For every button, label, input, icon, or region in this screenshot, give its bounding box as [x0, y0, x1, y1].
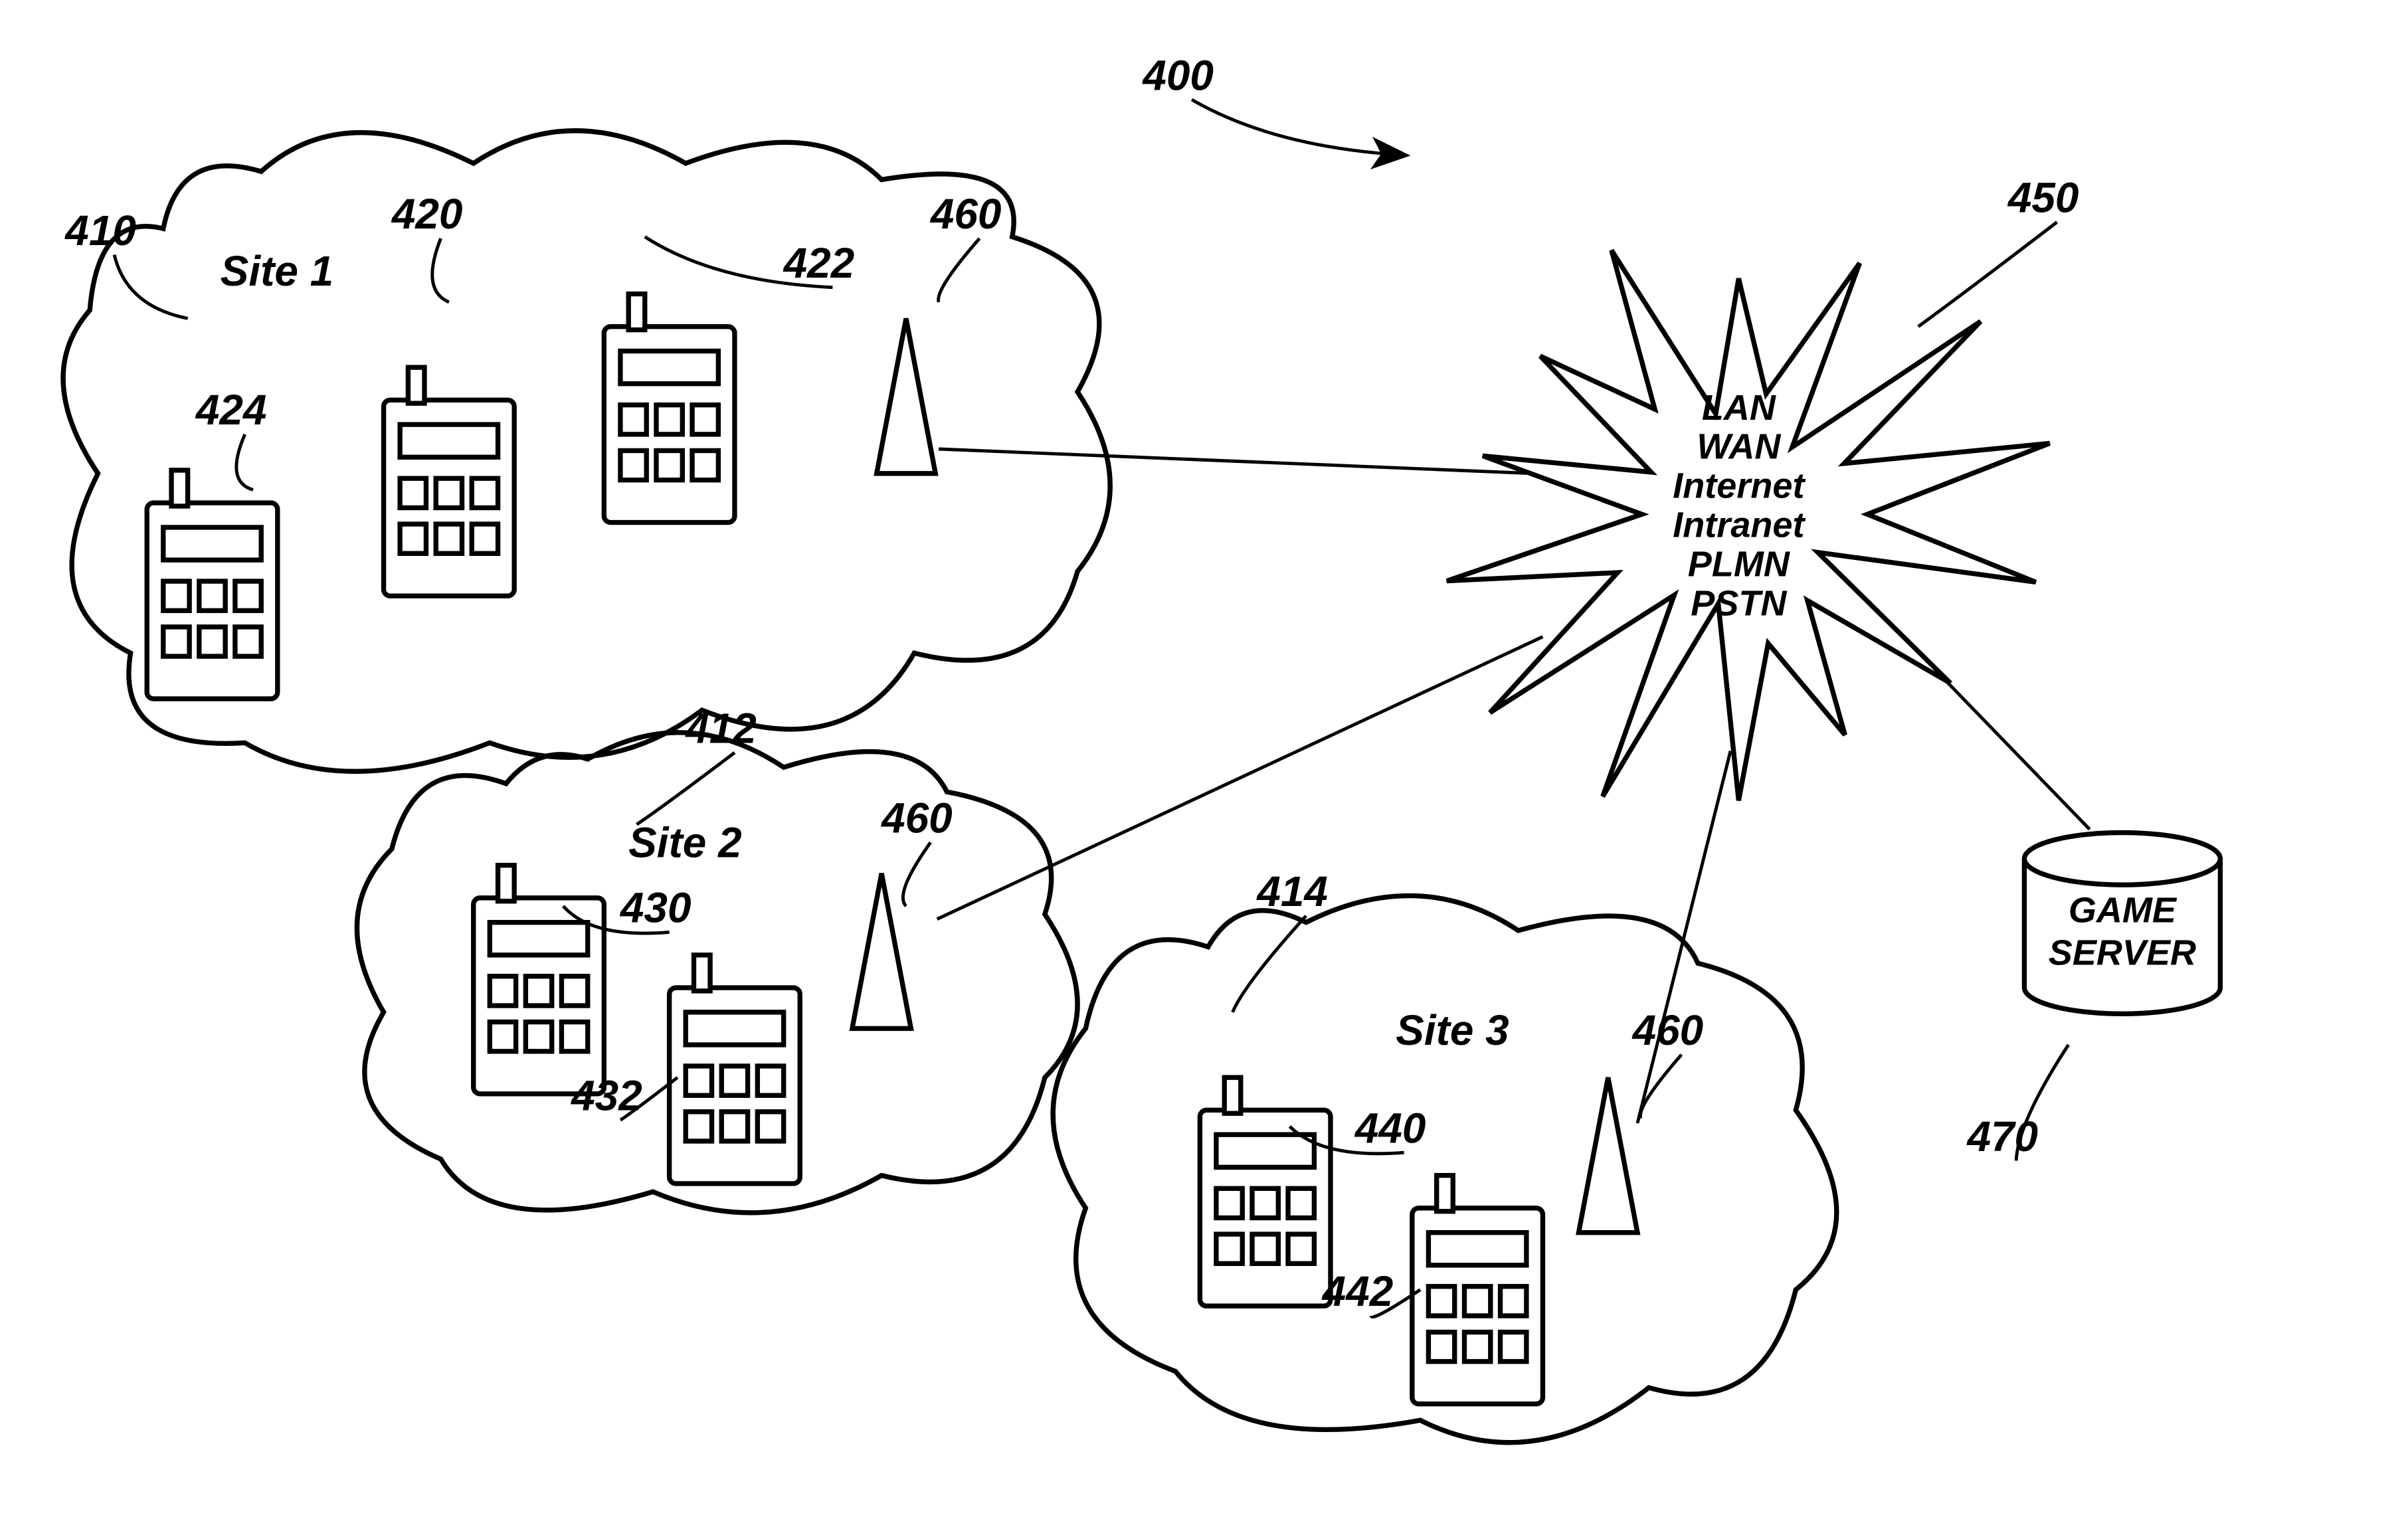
reference-cloud_ref: 450	[1918, 174, 2079, 327]
reference-server_ref: 470	[1966, 1045, 2068, 1160]
svg-text:460: 460	[1631, 1006, 1704, 1054]
svg-text:412: 412	[684, 704, 757, 752]
link-line	[937, 637, 1543, 919]
svg-text:460: 460	[929, 190, 1002, 238]
link-line	[1637, 751, 1730, 1123]
server-label: SERVER	[2049, 933, 2196, 973]
reference-site3_ref: 414	[1233, 867, 1328, 1012]
reference-dev_420: 420	[391, 190, 463, 302]
svg-text:414: 414	[1255, 867, 1328, 915]
link-line	[939, 449, 1534, 474]
svg-text:410: 410	[64, 207, 136, 254]
reference-tower1: 460	[929, 190, 1002, 302]
mobile-device-icon	[670, 955, 800, 1184]
svg-text:424: 424	[195, 386, 267, 434]
svg-text:430: 430	[619, 884, 692, 932]
network-type-label: Internet	[1673, 466, 1806, 506]
svg-text:422: 422	[783, 239, 855, 287]
tower-icon	[1579, 1077, 1637, 1232]
reference-site2_ref: 412	[636, 704, 756, 824]
mobile-device-icon	[604, 294, 735, 523]
reference-fig: 400	[1141, 51, 1404, 155]
reference-dev_432: 432	[570, 1071, 678, 1120]
mobile-device-icon	[1412, 1176, 1543, 1404]
svg-text:450: 450	[2007, 174, 2079, 222]
site-label-s3: Site 3	[1396, 1006, 1509, 1054]
svg-text:420: 420	[391, 190, 463, 238]
network-type-label: Intranet	[1673, 505, 1806, 545]
mobile-device-icon	[384, 367, 515, 596]
figure-root: Site 1 Site 2 Site 3 LANWANInternetIntranet…	[0, 0, 2408, 1533]
reference-site1_ref: 410	[64, 207, 187, 319]
mobile-device-icon	[147, 470, 278, 699]
reference-dev_422: 422	[645, 237, 854, 288]
svg-text:440: 440	[1354, 1104, 1426, 1152]
network-type-label: PLMN	[1688, 545, 1790, 585]
network-type-label: PSTN	[1691, 584, 1787, 624]
link-line	[1943, 677, 2090, 830]
svg-text:460: 460	[880, 794, 953, 842]
mobile-device-icon	[1200, 1077, 1331, 1306]
site-label-s1: Site 1	[221, 247, 333, 295]
mobile-device-icon	[474, 865, 604, 1094]
tower-icon	[877, 318, 935, 473]
game-server-icon: GAMESERVER	[2024, 833, 2220, 1014]
svg-text:442: 442	[1321, 1267, 1394, 1315]
site-label-s2: Site 2	[628, 818, 741, 866]
svg-text:400: 400	[1141, 51, 1214, 99]
reference-tower2: 460	[880, 794, 953, 907]
server-label: GAME	[2069, 891, 2177, 931]
network-type-label: WAN	[1697, 427, 1781, 467]
reference-dev_424: 424	[195, 386, 267, 490]
reference-dev_442: 442	[1321, 1267, 1420, 1316]
network-type-label: LAN	[1702, 388, 1776, 428]
